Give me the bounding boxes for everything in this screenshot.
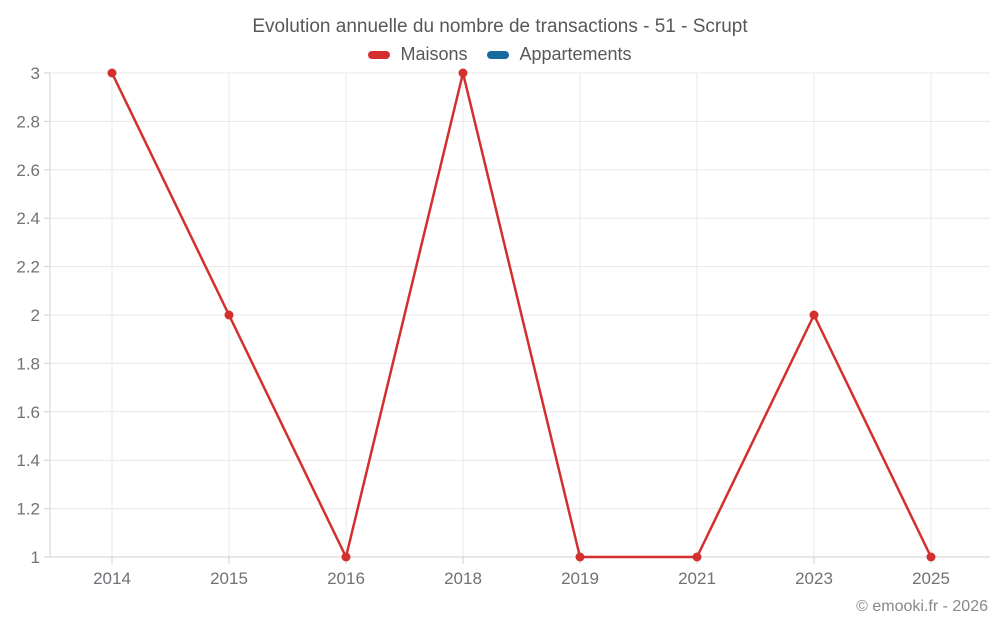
legend-label-maisons: Maisons bbox=[400, 44, 468, 64]
x-axis-tick-label: 2014 bbox=[93, 569, 131, 588]
data-point-maisons[interactable] bbox=[224, 310, 234, 320]
series-line-maisons bbox=[110, 71, 933, 559]
data-point-maisons[interactable] bbox=[809, 310, 819, 320]
data-point-maisons[interactable] bbox=[107, 68, 117, 78]
x-axis-tick-label: 2018 bbox=[444, 569, 482, 588]
legend: Maisons Appartements bbox=[0, 44, 1000, 65]
legend-item-maisons[interactable]: Maisons bbox=[368, 44, 467, 65]
y-axis-tick-label: 1.6 bbox=[16, 403, 40, 422]
chart-title: Evolution annuelle du nombre de transact… bbox=[252, 16, 748, 37]
legend-label-appartements: Appartements bbox=[519, 44, 632, 64]
x-axis-tick-label: 2021 bbox=[678, 569, 716, 588]
data-point-maisons[interactable] bbox=[692, 552, 702, 562]
data-point-maisons[interactable] bbox=[458, 68, 468, 78]
x-axis-tick-label: 2019 bbox=[561, 569, 599, 588]
data-point-maisons[interactable] bbox=[926, 552, 936, 562]
y-axis-tick-label: 2.6 bbox=[16, 161, 40, 180]
y-axis-tick-label: 3 bbox=[31, 64, 40, 83]
maisons-series-swatch-icon bbox=[368, 50, 391, 59]
y-axis-tick-label: 1.4 bbox=[16, 451, 40, 470]
y-axis-tick-label: 2 bbox=[31, 306, 40, 325]
data-point-maisons[interactable] bbox=[575, 552, 585, 562]
appartements-series-swatch-icon bbox=[487, 50, 510, 59]
copyright-text: © emooki.fr - 2026 bbox=[856, 598, 988, 615]
x-axis-tick-label: 2015 bbox=[210, 569, 248, 588]
x-axis-tick-label: 2025 bbox=[912, 569, 950, 588]
y-axis-tick-label: 2.2 bbox=[16, 258, 40, 277]
y-axis-tick-label: 1 bbox=[31, 548, 40, 567]
legend-item-appartements[interactable]: Appartements bbox=[487, 44, 632, 65]
y-axis-tick-label: 2.8 bbox=[16, 112, 40, 131]
x-axis-tick-label: 2023 bbox=[795, 569, 833, 588]
data-point-maisons[interactable] bbox=[341, 552, 351, 562]
y-axis-tick-label: 1.2 bbox=[16, 500, 40, 519]
x-axis-tick-label: 2016 bbox=[327, 569, 365, 588]
y-axis-tick-label: 1.8 bbox=[16, 354, 40, 373]
y-axis-tick-label: 2.4 bbox=[16, 209, 40, 228]
